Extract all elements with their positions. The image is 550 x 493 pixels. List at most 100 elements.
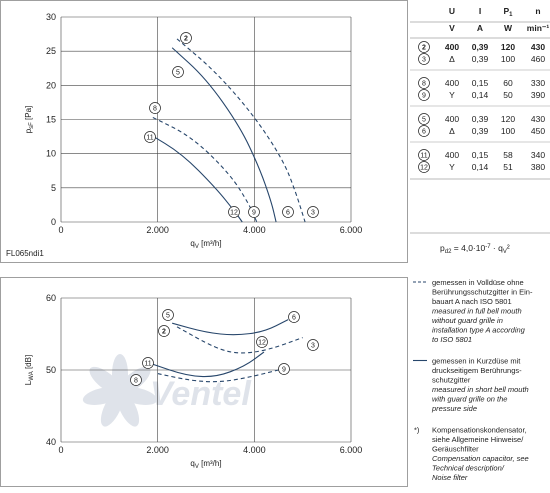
curve-11 xyxy=(147,132,243,223)
table-cell-power: 50 xyxy=(503,90,513,100)
y-axis-label: psF [Pa] xyxy=(24,106,35,134)
curve-marker-text: 11 xyxy=(144,361,151,368)
curve-marker-text: 6 xyxy=(286,210,290,217)
table-row-marker-3: 3 xyxy=(418,53,430,65)
y-tick-label: 15 xyxy=(46,115,56,125)
table-row-marker-12: 12 xyxy=(418,161,430,173)
table-cell-connection: Δ xyxy=(449,54,455,64)
x-tick-label: 0 xyxy=(58,225,63,235)
curve-label-11: 11 xyxy=(144,131,156,143)
curve-label-2: 2 xyxy=(180,32,192,44)
curve-label-6: 6 xyxy=(288,311,300,323)
curve-legend: gemessen in Volldüse ohneBerührungsschut… xyxy=(413,278,533,482)
y-tick-label: 20 xyxy=(46,80,56,90)
x-axis-label: qV [m³/h] xyxy=(190,459,221,470)
curve-marker-text: 2 xyxy=(422,45,426,52)
legend-text-de: Kompensationskondensator, xyxy=(432,426,527,435)
curve-marker-text: 2 xyxy=(184,36,188,43)
curve-label-5: 5 xyxy=(162,309,174,321)
table-unit-1: A xyxy=(477,23,483,33)
curve-marker-text: 8 xyxy=(153,106,157,113)
table-row-marker-11: 11 xyxy=(418,149,430,161)
curve-marker-text: 3 xyxy=(311,343,315,350)
curve-marker-circle xyxy=(130,374,142,386)
table-row-marker-5: 5 xyxy=(418,113,430,125)
legend-text-en: measured in full bell mouth xyxy=(432,307,522,316)
curve-marker-circle xyxy=(418,77,430,89)
table-cell-speed: 390 xyxy=(531,90,545,100)
curve-marker-text: 5 xyxy=(176,70,180,77)
curve-marker-circle xyxy=(172,66,184,78)
y-tick-label: 25 xyxy=(46,46,56,56)
curve-marker-text: 6 xyxy=(422,129,426,136)
x-tick-label: 2.000 xyxy=(146,445,169,455)
x-tick-label: 0 xyxy=(58,445,63,455)
table-cell-current: 0,15 xyxy=(472,150,489,160)
table-cell-current: 0,39 xyxy=(472,42,489,52)
legend-text-de: siehe Allgemeine Hinweise/ xyxy=(432,435,524,444)
table-head-U: U xyxy=(449,6,455,16)
legend-text-en: Technical description/ xyxy=(432,464,505,473)
curve-marker-text: 8 xyxy=(422,81,426,88)
legend-text-en: measured in short bell mouth xyxy=(432,385,529,394)
curve-label-8: 8 xyxy=(149,102,161,114)
legend-text-de: gemessen in Volldüse ohne xyxy=(432,278,524,287)
table-cell-voltage: 400 xyxy=(445,114,459,124)
curve-8 xyxy=(157,369,279,383)
table-cell-power: 51 xyxy=(503,162,513,172)
curve-marker-circle xyxy=(278,363,290,375)
table-cell-connection: Δ xyxy=(449,126,455,136)
curve-marker-circle xyxy=(418,41,430,53)
table-cell-connection: Y xyxy=(449,162,455,172)
table-row-marker-6: 6 xyxy=(418,125,430,137)
y-tick-label: 60 xyxy=(46,293,56,303)
table-cell-power: 100 xyxy=(501,126,515,136)
legend-text-en: pressure side xyxy=(431,404,477,413)
table-unit-0: V xyxy=(449,23,455,33)
table-cell-current: 0,39 xyxy=(472,126,489,136)
table-cell-current: 0,15 xyxy=(472,78,489,88)
curve-marker-circle xyxy=(418,113,430,125)
table-unit-3: min⁻¹ xyxy=(527,23,550,33)
legend-text-de: gemessen in Kurzdüse mit xyxy=(432,357,521,366)
curve-marker-circle xyxy=(307,206,319,218)
table-cell-speed: 430 xyxy=(531,42,545,52)
curve-marker-circle xyxy=(282,206,294,218)
curve-marker-text: 5 xyxy=(166,313,170,320)
curve-marker-circle xyxy=(248,206,260,218)
table-head-P: P1 xyxy=(503,6,513,18)
curve-8 xyxy=(152,116,258,223)
legend-text-en: Compensation capacitor, see xyxy=(432,454,529,463)
x-tick-label: 4.000 xyxy=(243,225,266,235)
curve-marker-text: 5 xyxy=(422,117,426,124)
curve-marker-text: 12 xyxy=(230,210,238,217)
curve-label-9: 9 xyxy=(248,206,260,218)
legend-text-en: without guard grille in xyxy=(432,316,503,325)
table-head-n: n xyxy=(535,6,540,16)
curve-marker-circle xyxy=(142,357,154,369)
y-tick-label: 50 xyxy=(46,365,56,375)
table-head-I: I xyxy=(479,6,481,16)
dynamic-pressure-formula: pd2 = 4,0·10-7 · qV² xyxy=(440,243,510,255)
table-cell-speed: 380 xyxy=(531,162,545,172)
table-row-marker-8: 8 xyxy=(418,77,430,89)
table-unit-2: W xyxy=(504,23,513,33)
chart-footnote: FL065ndi1 xyxy=(6,249,44,258)
legend-star-marker: *) xyxy=(414,426,420,435)
curve-marker-circle xyxy=(307,339,319,351)
table-cell-power: 58 xyxy=(503,150,513,160)
x-tick-label: 6.000 xyxy=(340,225,363,235)
curve-5 xyxy=(171,47,277,223)
x-tick-label: 4.000 xyxy=(243,445,266,455)
legend-text-de: Berührungsschutzgitter in Ein- xyxy=(432,288,533,297)
y-tick-label: 40 xyxy=(46,437,56,447)
curve-label-3: 3 xyxy=(307,339,319,351)
watermark-logo: Ventel xyxy=(82,354,252,427)
pressure-panel-frame xyxy=(0,0,408,263)
table-cell-current: 0,39 xyxy=(472,114,489,124)
legend-text-en: to ISO 5801 xyxy=(432,335,472,344)
